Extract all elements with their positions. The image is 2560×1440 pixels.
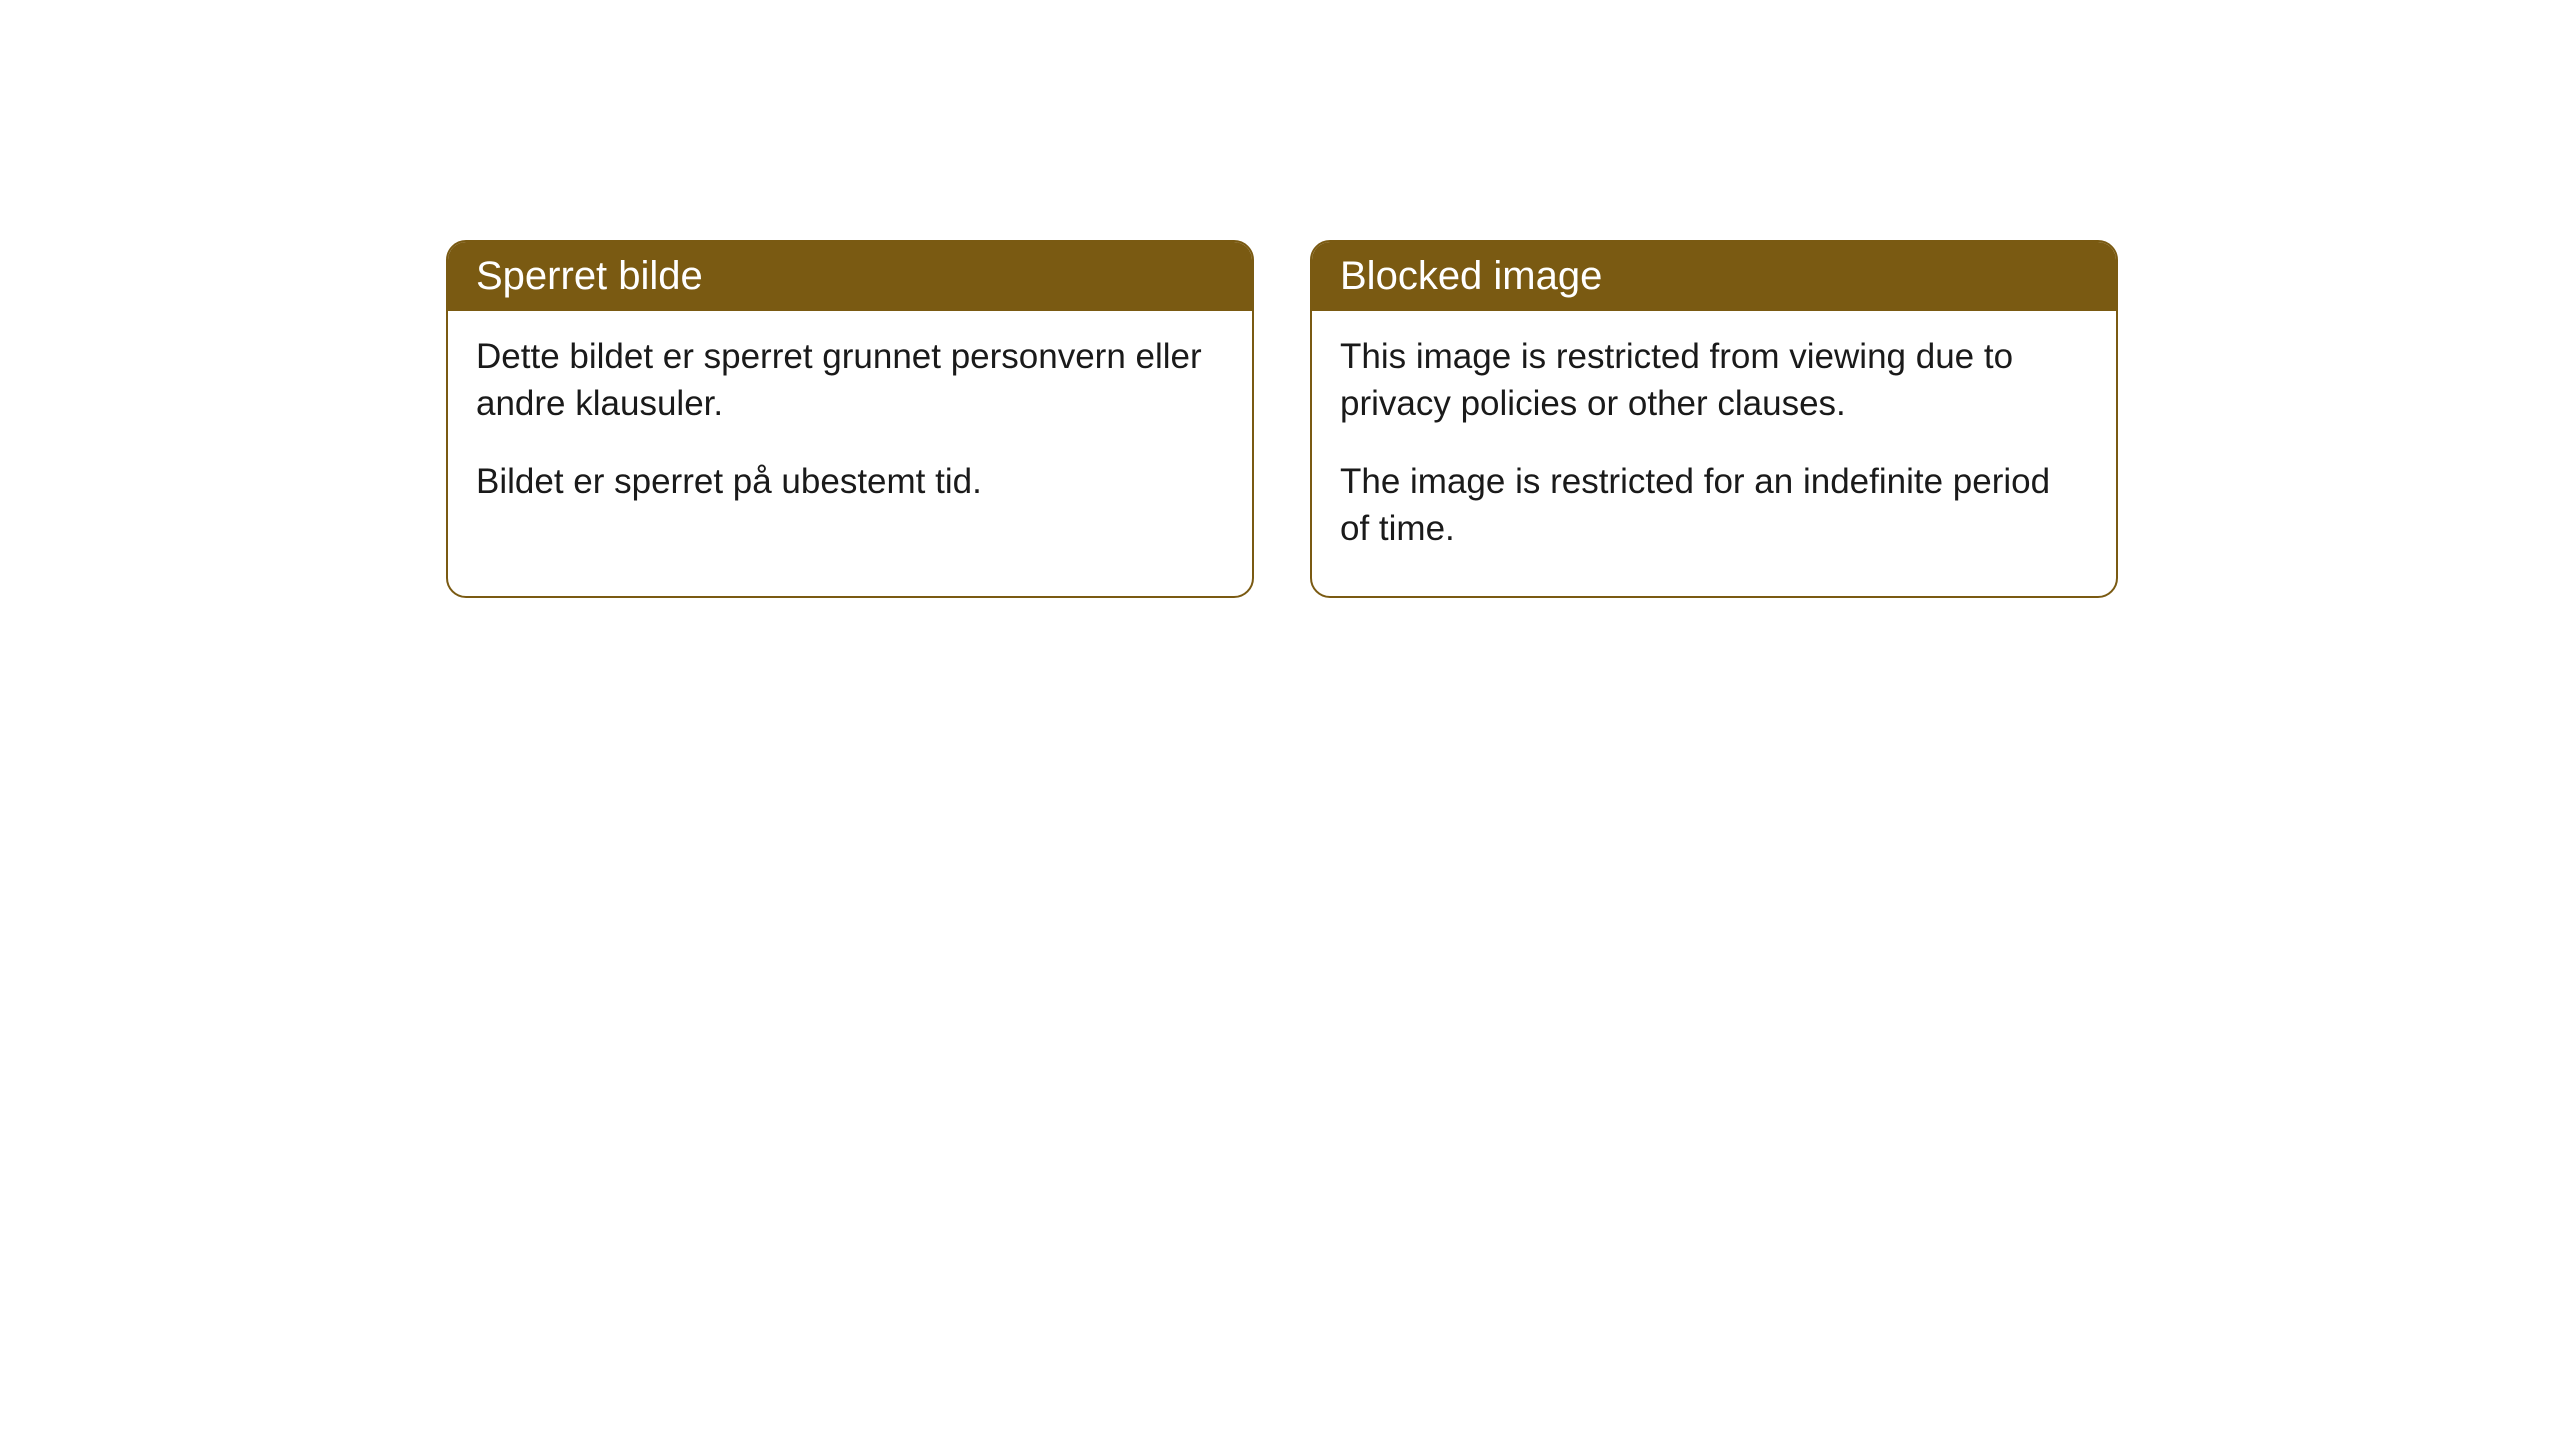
card-header: Blocked image — [1312, 242, 2116, 311]
blocked-image-card-english: Blocked image This image is restricted f… — [1310, 240, 2118, 598]
card-paragraph: Dette bildet er sperret grunnet personve… — [476, 333, 1224, 428]
card-body: Dette bildet er sperret grunnet personve… — [448, 311, 1252, 549]
notice-cards-container: Sperret bilde Dette bildet er sperret gr… — [0, 0, 2560, 598]
card-paragraph: Bildet er sperret på ubestemt tid. — [476, 458, 1224, 505]
blocked-image-card-norwegian: Sperret bilde Dette bildet er sperret gr… — [446, 240, 1254, 598]
card-paragraph: The image is restricted for an indefinit… — [1340, 458, 2088, 553]
card-header: Sperret bilde — [448, 242, 1252, 311]
card-body: This image is restricted from viewing du… — [1312, 311, 2116, 596]
card-paragraph: This image is restricted from viewing du… — [1340, 333, 2088, 428]
